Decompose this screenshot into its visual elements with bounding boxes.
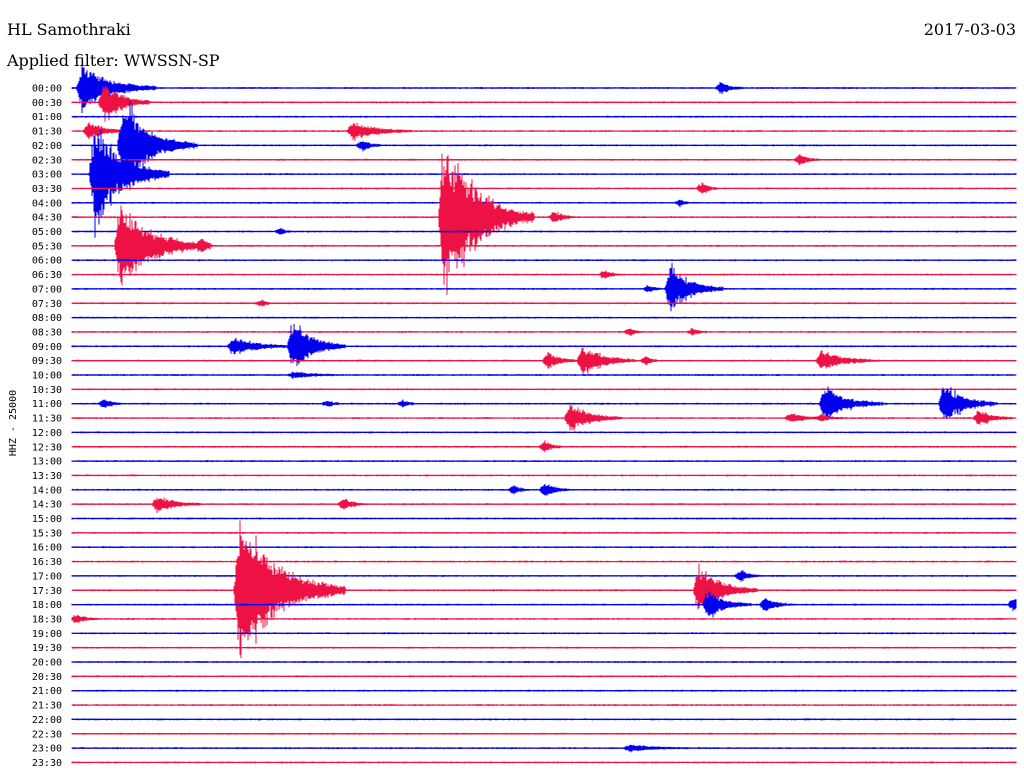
row-label: 04:00 — [32, 198, 62, 209]
traces — [71, 66, 1017, 764]
trace-row — [71, 347, 1017, 376]
row-label: 11:00 — [32, 399, 62, 410]
trace-row — [71, 66, 1017, 113]
row-label: 10:30 — [32, 385, 62, 396]
row-label: 12:00 — [32, 428, 62, 439]
trace-row — [71, 199, 1017, 208]
row-label: 23:00 — [32, 744, 62, 755]
row-label: 14:00 — [32, 485, 62, 496]
row-label: 11:30 — [32, 414, 62, 425]
time-labels: 00:00 00:30 01:00 01:30 02:00 02:30 03:00 03:30… — [32, 84, 62, 769]
row-label: 01:30 — [32, 127, 62, 138]
row-label: 18:00 — [32, 600, 62, 611]
date-label: 2017-03-03 — [923, 20, 1016, 39]
row-label: 22:30 — [32, 729, 62, 740]
row-label: 06:30 — [32, 270, 62, 281]
row-label: 13:30 — [32, 471, 62, 482]
row-label: 02:00 — [32, 141, 62, 152]
trace-row — [71, 497, 1017, 513]
row-label: 16:00 — [32, 543, 62, 554]
station-title: HL Samothraki — [7, 20, 131, 39]
row-label: 15:30 — [32, 528, 62, 539]
row-label: 06:00 — [32, 256, 62, 267]
row-label: 19:00 — [32, 629, 62, 640]
row-label: 03:00 — [32, 170, 62, 181]
row-label: 02:30 — [32, 155, 62, 166]
row-label: 21:30 — [32, 701, 62, 712]
row-label: 20:00 — [32, 658, 62, 669]
row-label: 20:30 — [32, 672, 62, 683]
row-label: 05:00 — [32, 227, 62, 238]
row-label: 17:00 — [32, 571, 62, 582]
row-label: 16:30 — [32, 557, 62, 568]
row-label: 10:00 — [32, 371, 62, 382]
row-label: 05:30 — [32, 241, 62, 252]
row-label: 15:00 — [32, 514, 62, 525]
row-label: 07:30 — [32, 299, 62, 310]
row-label: 23:30 — [32, 758, 62, 769]
filter-label: Applied filter: WWSSN-SP — [7, 51, 220, 70]
row-label: 13:00 — [32, 457, 62, 468]
row-label: 19:30 — [32, 643, 62, 654]
row-label: 00:00 — [32, 84, 62, 95]
row-label: 01:00 — [32, 112, 62, 123]
row-label: 08:30 — [32, 327, 62, 338]
row-label: 08:00 — [32, 313, 62, 324]
row-label: 12:30 — [32, 442, 62, 453]
row-label: 09:30 — [32, 356, 62, 367]
row-label: 17:30 — [32, 586, 62, 597]
row-label: 04:30 — [32, 213, 62, 224]
row-label: 03:30 — [32, 184, 62, 195]
trace-row — [71, 520, 1017, 659]
row-label: 09:00 — [32, 342, 62, 353]
row-label: 21:00 — [32, 686, 62, 697]
row-label: 07:00 — [32, 284, 62, 295]
row-label: 22:00 — [32, 715, 62, 726]
row-label: 18:30 — [32, 614, 62, 625]
row-label: 14:30 — [32, 500, 62, 511]
row-label: 00:30 — [32, 98, 62, 109]
channel-label: HHZ - 25000 — [8, 390, 19, 456]
